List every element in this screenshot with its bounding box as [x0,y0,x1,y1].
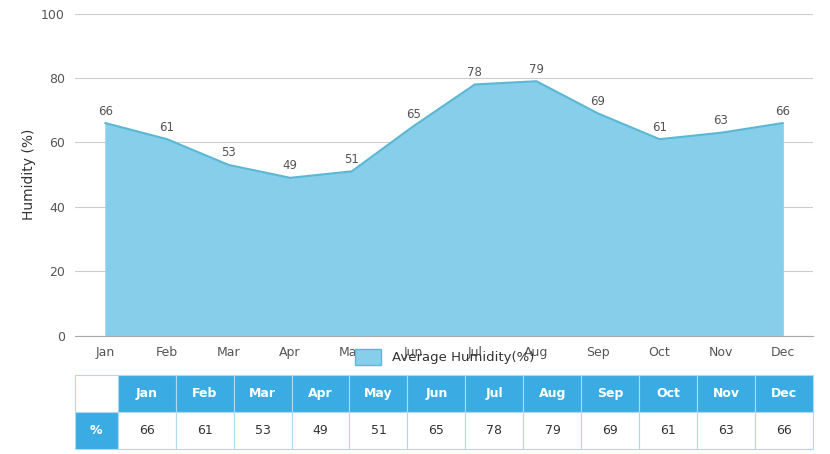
Text: Nov: Nov [713,387,740,400]
Y-axis label: Humidity (%): Humidity (%) [22,129,36,220]
Bar [291,412,349,449]
Bar [355,350,381,365]
Bar [639,375,697,412]
Text: 61: 61 [159,121,174,133]
Text: Dec: Dec [771,387,798,400]
Text: Jun: Jun [425,387,447,400]
Text: Average Humidity(%): Average Humidity(%) [393,351,535,364]
Text: 63: 63 [719,424,735,437]
Bar [755,375,813,412]
Text: 69: 69 [603,424,618,437]
Text: 53: 53 [222,146,236,159]
Text: 66: 66 [98,104,113,118]
Text: 61: 61 [661,424,676,437]
Text: 78: 78 [486,424,502,437]
Text: Apr: Apr [308,387,333,400]
Text: May: May [364,387,393,400]
Bar [524,375,582,412]
Text: Aug: Aug [539,387,566,400]
Bar [175,375,233,412]
Bar [175,412,233,449]
Text: 78: 78 [467,66,482,79]
Text: 61: 61 [652,121,667,133]
Text: 79: 79 [544,424,560,437]
Text: 69: 69 [590,95,605,108]
Bar [697,375,755,412]
Text: %: % [90,424,102,437]
Bar [349,412,408,449]
Text: 51: 51 [370,424,387,437]
Bar [291,375,349,412]
Bar [755,412,813,449]
Bar [118,412,175,449]
Bar [118,375,175,412]
Bar [697,412,755,449]
Text: 66: 66 [775,104,790,118]
Text: 51: 51 [344,153,359,166]
Text: Feb: Feb [192,387,217,400]
Bar [408,412,466,449]
Text: 65: 65 [428,424,444,437]
Bar [466,412,524,449]
Bar [466,375,524,412]
Text: 53: 53 [255,424,271,437]
Bar [639,412,697,449]
Text: 65: 65 [406,108,421,121]
Bar [582,375,639,412]
Text: 66: 66 [777,424,793,437]
Bar [408,375,466,412]
Text: 63: 63 [714,114,729,127]
Bar [524,412,582,449]
Bar [233,375,291,412]
Text: Oct: Oct [657,387,681,400]
Bar [233,412,291,449]
Text: 61: 61 [197,424,212,437]
Text: 49: 49 [283,159,298,172]
Text: Mar: Mar [249,387,276,400]
Text: Sep: Sep [598,387,623,400]
Bar [582,412,639,449]
Bar [75,375,118,412]
Text: 66: 66 [139,424,154,437]
Text: Jul: Jul [486,387,503,400]
Bar [349,375,408,412]
Text: 79: 79 [529,63,544,76]
Bar [75,412,118,449]
Text: Jan: Jan [135,387,158,400]
Text: 49: 49 [313,424,329,437]
